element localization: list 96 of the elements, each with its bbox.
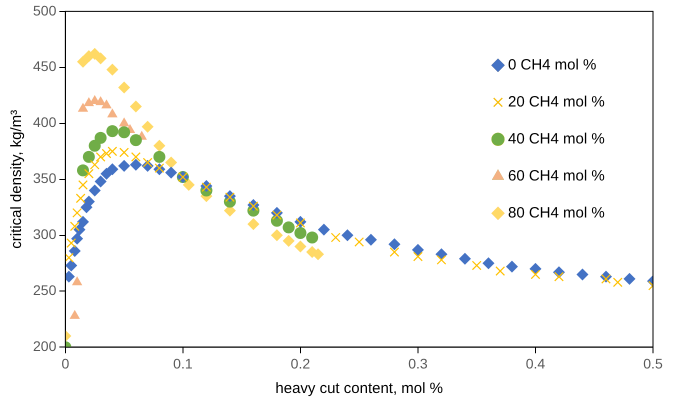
point <box>165 156 178 169</box>
point <box>106 163 118 176</box>
point <box>364 234 377 246</box>
point <box>601 274 611 284</box>
point <box>154 163 164 173</box>
point <box>294 227 306 240</box>
point <box>388 238 400 250</box>
point <box>165 166 178 179</box>
y-tick-label: 250 <box>33 282 57 298</box>
point <box>623 272 636 285</box>
legend-label: 0 CH4 mol % <box>508 56 596 74</box>
point <box>294 240 306 252</box>
x-tick-label: 0.1 <box>173 355 193 372</box>
y-tick-label: 450 <box>33 58 57 74</box>
point <box>118 160 130 172</box>
point <box>78 180 88 190</box>
point <box>296 218 306 228</box>
point <box>142 158 152 168</box>
point <box>318 224 330 236</box>
point <box>119 148 129 158</box>
point <box>330 232 341 242</box>
point <box>70 221 80 232</box>
point <box>90 160 100 170</box>
point <box>247 218 260 230</box>
point <box>88 184 101 196</box>
point <box>142 120 154 133</box>
legend-label: 20 CH4 mol % <box>508 93 605 110</box>
point <box>182 178 195 191</box>
legend-label: 80 CH4 mol % <box>508 204 605 222</box>
point <box>130 158 142 171</box>
point <box>107 108 118 118</box>
point <box>71 232 84 245</box>
point <box>94 132 107 144</box>
point <box>101 99 112 108</box>
point <box>272 210 282 220</box>
point <box>76 164 89 176</box>
point <box>65 252 74 262</box>
point <box>78 102 88 112</box>
y-axis-title: critical density, kg/m³ <box>8 110 26 249</box>
point <box>282 234 295 247</box>
point <box>76 56 89 68</box>
point <box>413 252 423 262</box>
point <box>66 238 76 248</box>
point <box>72 208 82 218</box>
x-tick-label: 0.2 <box>290 355 310 372</box>
point <box>94 176 107 188</box>
point <box>576 268 588 280</box>
point <box>130 100 142 113</box>
point <box>118 117 130 126</box>
point <box>153 140 166 152</box>
x-tick-label: 0.5 <box>643 355 663 372</box>
x-tick-label: 0.3 <box>408 355 428 372</box>
y-tick-label: 350 <box>33 170 57 186</box>
y-tick-label: 500 <box>33 2 57 18</box>
point <box>482 257 494 270</box>
point <box>554 272 564 282</box>
point <box>94 52 107 64</box>
x-tick-label: 0 <box>61 355 70 372</box>
point <box>95 96 106 106</box>
point <box>106 64 118 76</box>
point <box>341 229 354 242</box>
point <box>84 168 94 179</box>
point <box>153 150 166 163</box>
point <box>131 152 141 162</box>
point <box>76 193 86 204</box>
point <box>390 247 400 257</box>
point <box>65 259 78 272</box>
point <box>76 216 89 228</box>
point <box>436 255 446 265</box>
point <box>118 126 130 138</box>
legend-label: 60 CH4 mol % <box>508 167 605 184</box>
point <box>130 134 142 146</box>
point <box>270 229 283 242</box>
point <box>495 266 506 276</box>
point <box>96 152 106 162</box>
y-tick-label: 200 <box>33 338 57 354</box>
point <box>412 244 424 256</box>
y-tick-label: 400 <box>33 114 57 130</box>
point <box>108 146 118 156</box>
point <box>458 252 471 265</box>
point <box>530 270 540 280</box>
point <box>472 260 482 270</box>
y-tick-label: 300 <box>33 226 57 242</box>
point <box>306 232 318 244</box>
x-axis-title: heavy cut content, mol % <box>275 380 443 398</box>
point <box>106 125 118 138</box>
point <box>506 260 518 273</box>
point <box>354 237 364 247</box>
point <box>282 221 295 234</box>
legend-label: 40 CH4 mol % <box>508 130 605 148</box>
point <box>612 277 623 288</box>
point <box>102 148 112 158</box>
point <box>68 244 81 257</box>
point <box>118 82 130 94</box>
x-tick-label: 0.4 <box>526 355 546 372</box>
point <box>82 150 95 163</box>
